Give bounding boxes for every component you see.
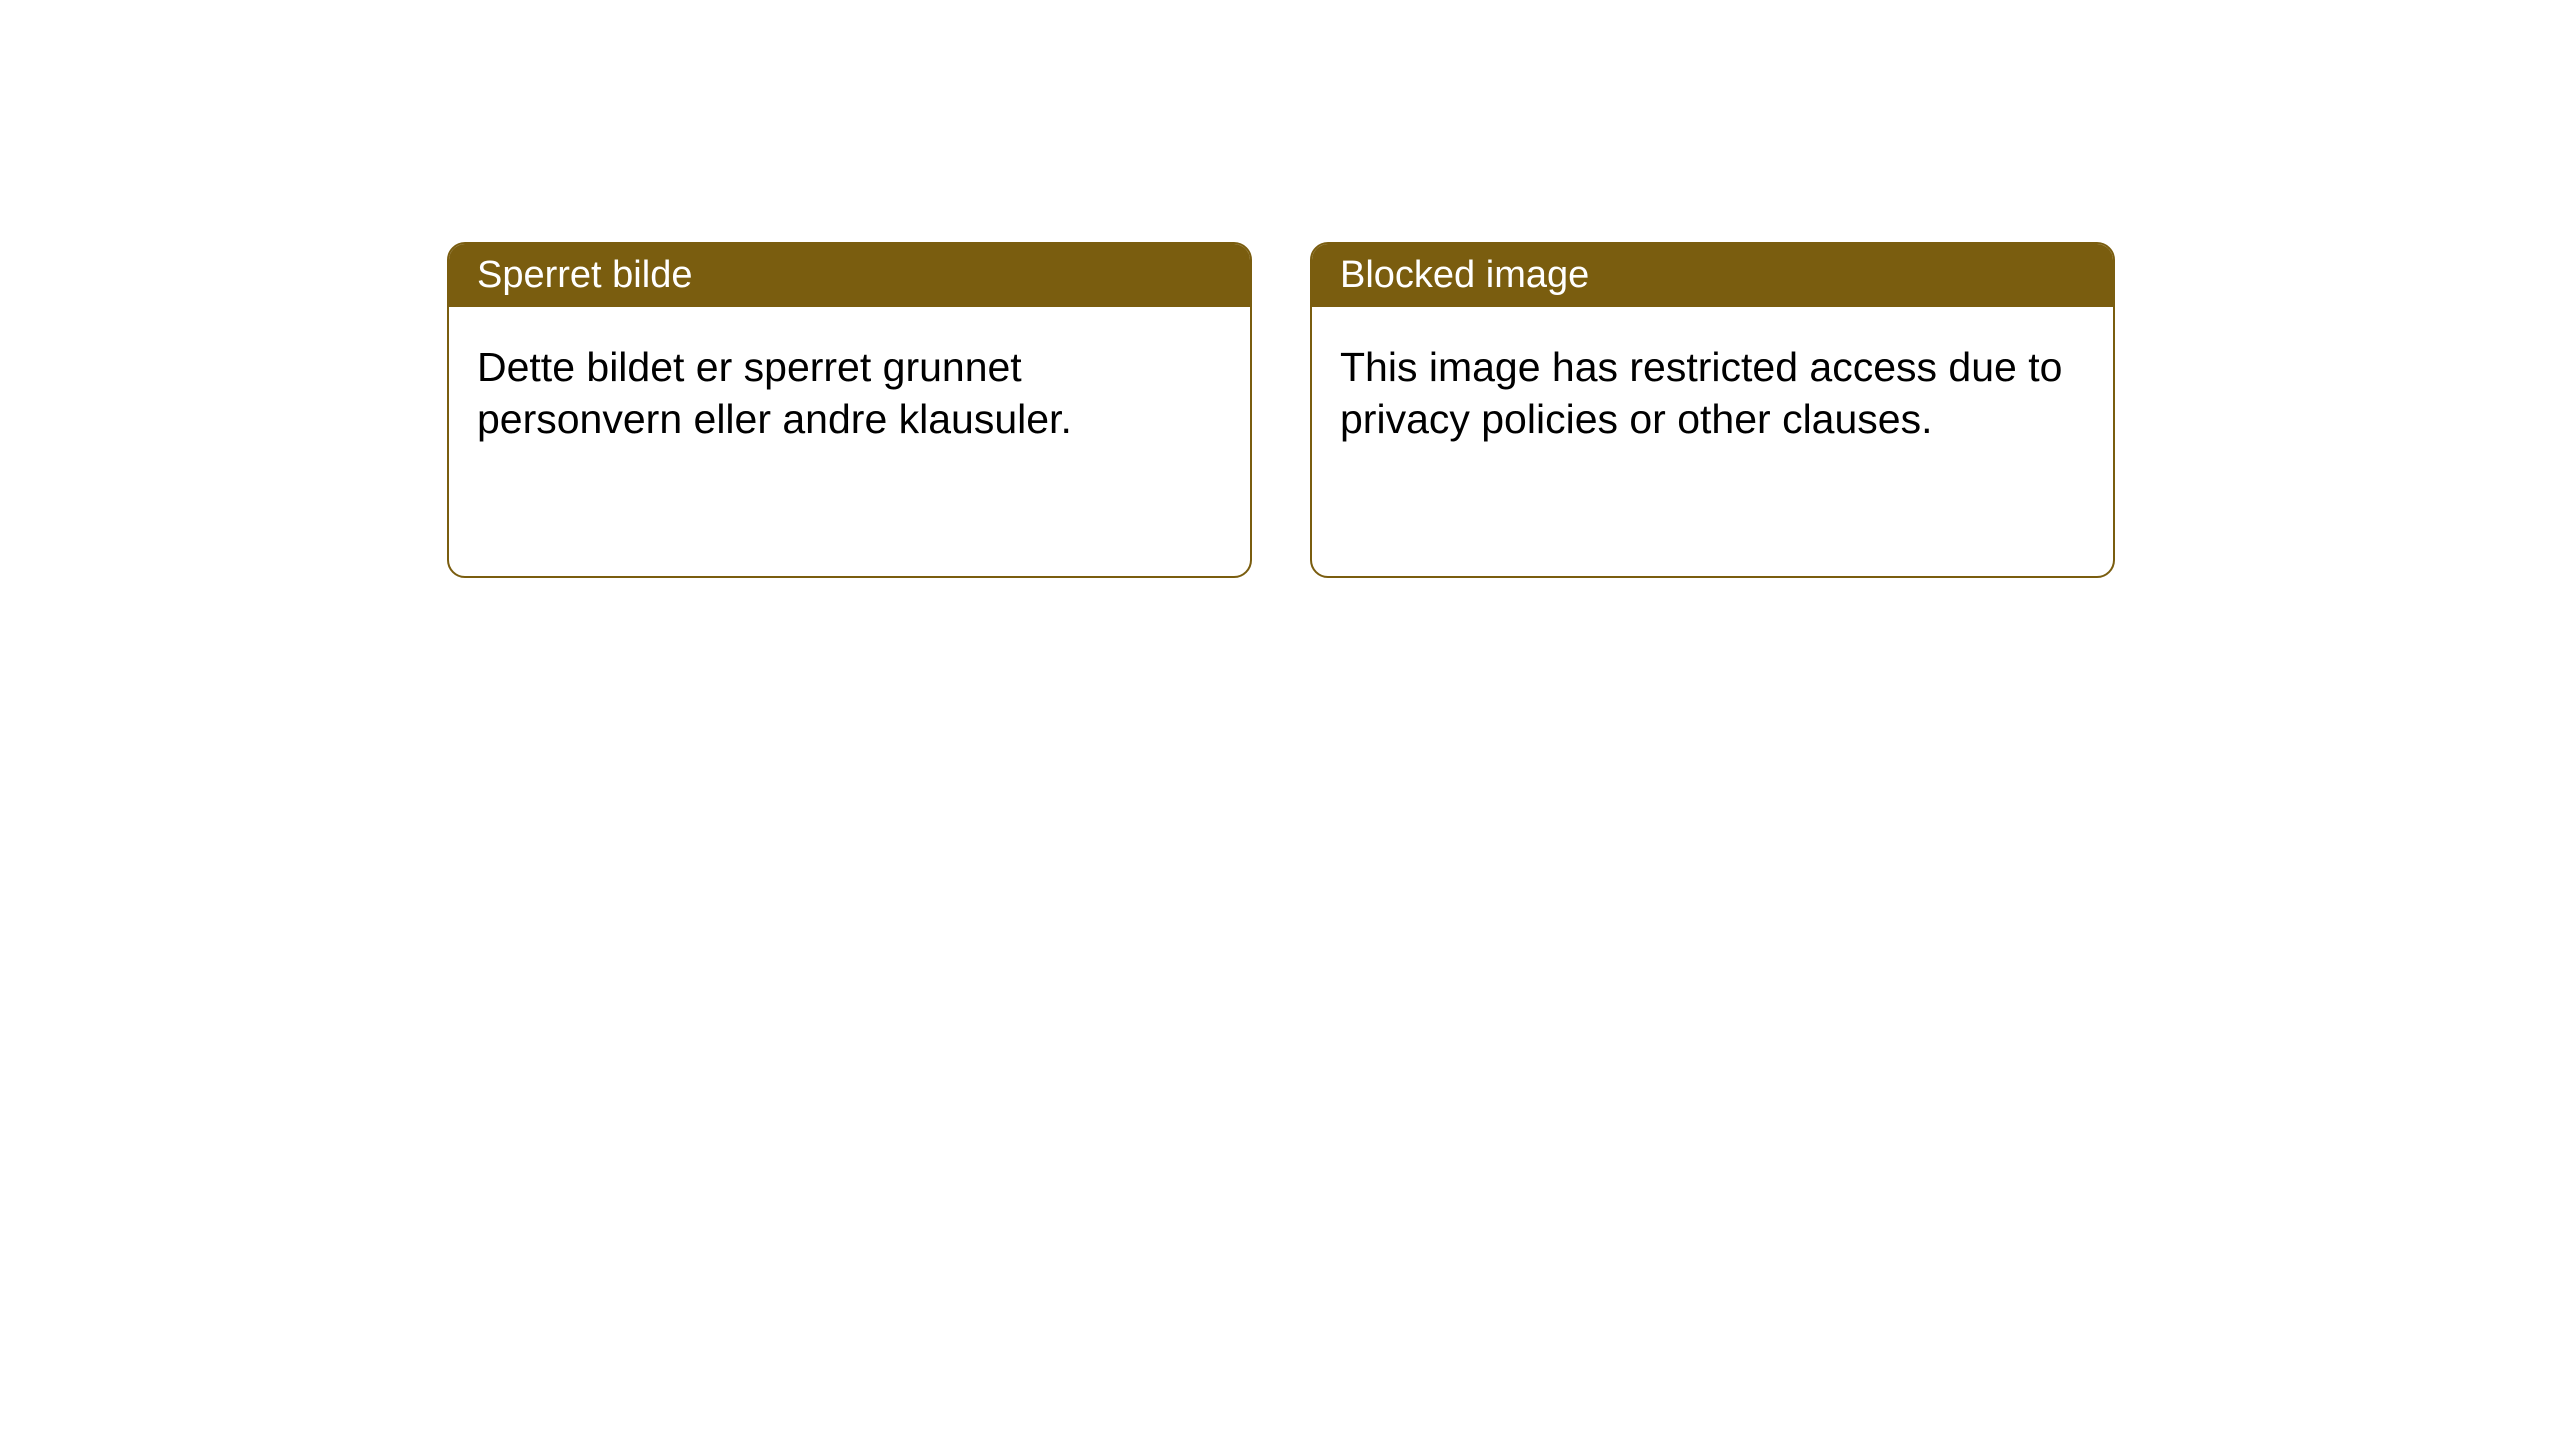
notice-card-body-no: Dette bildet er sperret grunnet personve… xyxy=(449,307,1250,480)
notice-card-header-no: Sperret bilde xyxy=(449,244,1250,307)
notice-card-header-en: Blocked image xyxy=(1312,244,2113,307)
notice-card-body-en: This image has restricted access due to … xyxy=(1312,307,2113,480)
notice-card-no: Sperret bilde Dette bildet er sperret gr… xyxy=(447,242,1252,578)
notice-container: Sperret bilde Dette bildet er sperret gr… xyxy=(447,242,2115,578)
notice-card-en: Blocked image This image has restricted … xyxy=(1310,242,2115,578)
